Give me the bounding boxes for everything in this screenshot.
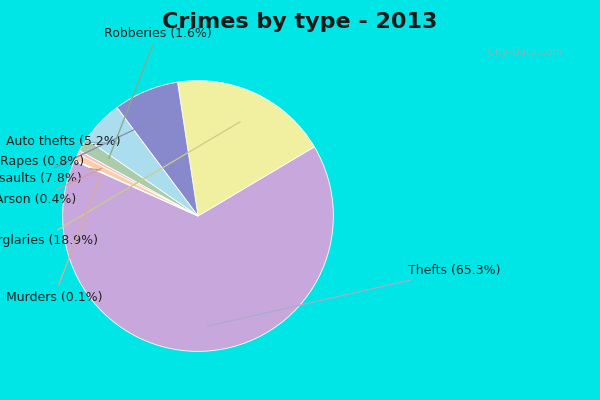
Text: Arson (0.4%): Arson (0.4%) xyxy=(0,168,102,206)
Text: City-Data.com: City-Data.com xyxy=(481,47,563,57)
Text: Thefts (65.3%): Thefts (65.3%) xyxy=(208,264,500,326)
Text: Robberies (1.6%): Robberies (1.6%) xyxy=(104,27,211,158)
Text: Auto thefts (5.2%): Auto thefts (5.2%) xyxy=(6,135,121,148)
Text: Rapes (0.8%): Rapes (0.8%) xyxy=(1,155,100,170)
Text: Burglaries (18.9%): Burglaries (18.9%) xyxy=(0,122,240,247)
Wedge shape xyxy=(86,108,198,216)
Text: Murders (0.1%): Murders (0.1%) xyxy=(6,176,102,304)
Wedge shape xyxy=(178,81,314,216)
Wedge shape xyxy=(75,154,198,216)
Wedge shape xyxy=(78,151,198,216)
Wedge shape xyxy=(74,160,198,216)
Wedge shape xyxy=(79,139,198,216)
Wedge shape xyxy=(117,82,198,216)
Wedge shape xyxy=(62,147,334,351)
Text: Crimes by type - 2013: Crimes by type - 2013 xyxy=(163,12,437,32)
Text: Assaults (7.8%): Assaults (7.8%) xyxy=(0,120,154,184)
